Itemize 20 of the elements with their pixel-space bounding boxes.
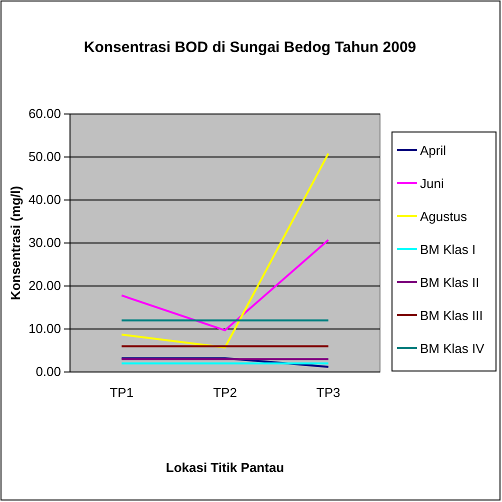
legend-label: BM Klas II <box>420 275 480 290</box>
legend-label: Agustus <box>420 209 468 224</box>
x-axis-title: Lokasi Titik Pantau <box>166 460 284 475</box>
y-tick-label: 50.00 <box>28 149 61 164</box>
chart-title: Konsentrasi BOD di Sungai Bedog Tahun 2009 <box>84 39 416 56</box>
y-tick-label: 20.00 <box>28 278 61 294</box>
y-tick-label: 0.00 <box>36 364 61 380</box>
legend-label: BM Klas III <box>420 308 483 323</box>
y-tick-label: 10.00 <box>28 321 61 336</box>
x-tick-label: TP3 <box>316 385 340 400</box>
y-tick-label: 30.00 <box>28 235 61 250</box>
x-tick-label: TP2 <box>213 385 237 400</box>
legend-label: April <box>420 143 446 158</box>
y-axis-title: Konsentrasi (mg/l) <box>8 186 23 300</box>
y-tick-label: 40.00 <box>28 192 61 208</box>
y-tick-label: 60.00 <box>28 106 61 122</box>
legend-label: BM Klas I <box>420 242 476 257</box>
legend-label: BM Klas IV <box>420 341 485 356</box>
legend-label: Juni <box>420 176 444 191</box>
x-tick-label: TP1 <box>110 385 134 400</box>
